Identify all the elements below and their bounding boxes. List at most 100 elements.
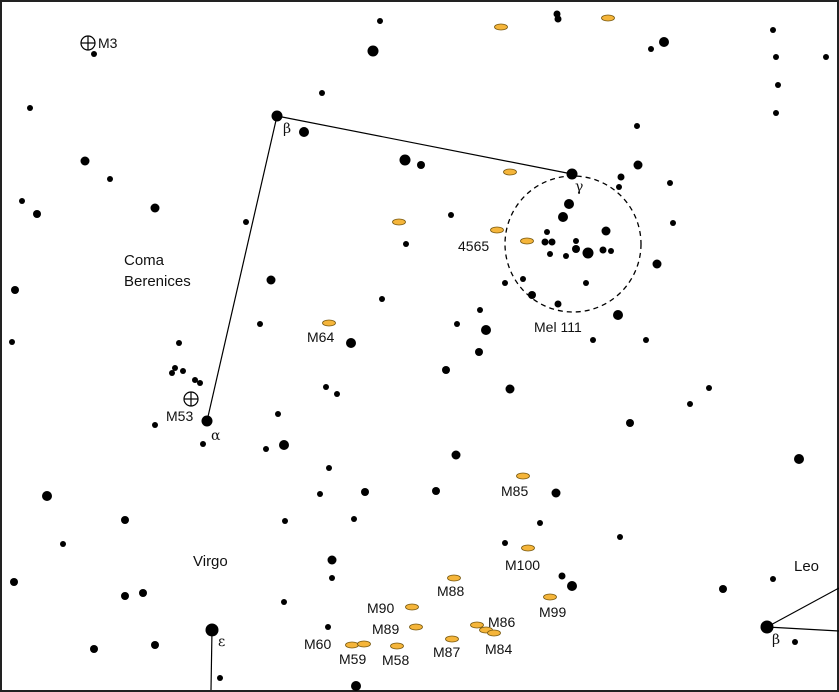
star <box>326 465 332 471</box>
star <box>200 441 206 447</box>
star <box>537 520 543 526</box>
galaxy-unlabeled <box>601 14 615 22</box>
star <box>520 276 526 282</box>
label-m53: M53 <box>166 408 193 424</box>
star <box>33 210 41 218</box>
star <box>670 220 676 226</box>
galaxy-unlabeled <box>392 218 406 226</box>
galaxy-m59 <box>357 640 371 648</box>
galaxy-m100 <box>521 544 535 552</box>
star <box>60 541 66 547</box>
star <box>590 337 596 343</box>
star <box>377 18 383 24</box>
star <box>299 127 309 137</box>
label-leo-beta: β <box>772 632 780 648</box>
star <box>176 340 182 346</box>
galaxy-m88 <box>447 574 461 582</box>
star <box>558 212 568 222</box>
star <box>617 534 623 540</box>
galaxy-unlabeled <box>494 23 508 31</box>
star <box>582 247 594 259</box>
star <box>601 226 611 236</box>
label-m64: M64 <box>307 329 334 345</box>
star <box>773 110 779 116</box>
star <box>197 380 203 386</box>
label-m89: M89 <box>372 621 399 637</box>
star <box>616 184 622 190</box>
star <box>282 518 288 524</box>
star <box>719 585 727 593</box>
star <box>319 90 325 96</box>
star <box>172 365 178 371</box>
star <box>544 229 550 235</box>
star <box>417 161 425 169</box>
star <box>42 491 52 501</box>
star <box>652 259 662 269</box>
label-berenices: Berenices <box>124 273 191 290</box>
star <box>279 440 289 450</box>
star <box>399 154 411 166</box>
star <box>91 51 97 57</box>
label-m87: M87 <box>433 644 460 660</box>
label-m99: M99 <box>539 604 566 620</box>
galaxy-m64 <box>322 319 336 327</box>
leo-line-lower <box>766 626 839 632</box>
label-m90: M90 <box>367 600 394 616</box>
star <box>477 307 483 313</box>
star <box>563 253 569 259</box>
star <box>643 337 649 343</box>
star <box>541 238 549 246</box>
leo-line-upper <box>766 587 839 628</box>
star <box>19 198 25 204</box>
galaxy-m87 <box>445 635 459 643</box>
star <box>613 310 623 320</box>
star <box>599 246 607 254</box>
star <box>139 589 147 597</box>
star <box>323 384 329 390</box>
star <box>706 385 712 391</box>
galaxy-m84 <box>487 629 501 637</box>
galaxy-m90 <box>405 603 419 611</box>
star <box>432 487 440 495</box>
star <box>760 620 774 634</box>
star <box>617 173 625 181</box>
star <box>773 54 779 60</box>
label-coma: Coma <box>124 252 165 269</box>
star <box>451 450 461 460</box>
star <box>263 446 269 452</box>
galaxy-m58 <box>390 642 404 650</box>
star <box>564 199 574 209</box>
label-m3: M3 <box>98 35 118 51</box>
star <box>659 37 669 47</box>
label-mel111: Mel 111 <box>534 319 582 335</box>
virgo-line <box>210 629 213 691</box>
star <box>367 45 379 57</box>
star <box>192 377 198 383</box>
label-m84: M84 <box>485 641 512 657</box>
star <box>361 488 369 496</box>
star <box>770 27 776 33</box>
star <box>547 251 553 257</box>
star <box>334 391 340 397</box>
star <box>502 280 508 286</box>
star <box>687 401 693 407</box>
label-m85: M85 <box>501 483 528 499</box>
label-leo: Leo <box>794 558 819 575</box>
star <box>475 348 483 356</box>
label-coma-alpha: α <box>211 428 221 444</box>
star <box>121 516 129 524</box>
star <box>281 599 287 605</box>
star <box>217 675 223 681</box>
label-m88: M88 <box>437 583 464 599</box>
star <box>9 339 15 345</box>
star <box>554 15 562 23</box>
star <box>151 641 159 649</box>
star <box>792 639 798 645</box>
stars <box>9 10 829 691</box>
star <box>454 321 460 327</box>
galaxy-m60 <box>345 641 359 649</box>
star <box>327 555 337 565</box>
galaxy-unlabeled <box>503 168 517 176</box>
star <box>442 366 450 374</box>
